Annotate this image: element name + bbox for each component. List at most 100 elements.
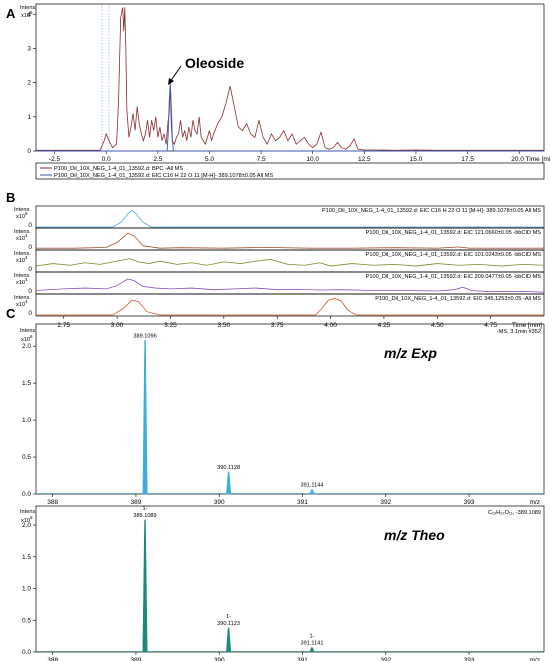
- panel-b-intens-label: Intens.: [14, 295, 31, 301]
- panel-c2-corner-label: C₁₆H₂₂O₁₁, -389.1089: [488, 510, 541, 516]
- panel-a-x-ticks: -2.5 0.0 2.5 5.0 7.5 10.0 12.5 15.0 17.5 20.0 Tim…: [49, 151, 550, 163]
- spectrum-peak-label: 390.1128: [217, 465, 240, 471]
- panel-b-eic-stack: Intens.x1060P100_Dil_10X_NEG_1-4_01_1359…: [14, 205, 545, 329]
- panel-a-y-tick-label: 1: [27, 114, 31, 121]
- panel-c1-intens-label: Intens.: [20, 328, 37, 334]
- panel-b-trace-line: [36, 298, 544, 316]
- spectrum-x-tick-label: 388: [47, 657, 58, 661]
- panel-b-x-ticks: 2.75 3.00 3.25 3.50 3.75 4.00 4.25 4.50 4.75 Time…: [57, 316, 542, 329]
- panel-a-x-tick-label: 17.5: [461, 156, 474, 163]
- panel-b-trace-line: [36, 232, 544, 249]
- panel-a-x-tick-label: 5.0: [205, 156, 214, 163]
- spectrum-peak: [226, 627, 232, 653]
- panel-a-intens-label: Intens.: [20, 5, 37, 11]
- panel-b-y-tick-label: 0: [28, 310, 32, 317]
- panel-b-trace-line: [35, 258, 545, 267]
- panel-b-y-multiplier: x104: [16, 277, 28, 286]
- panel-b-intens-label: Intens.: [14, 207, 31, 213]
- panel-c2-title: m/z Theo: [384, 527, 445, 543]
- oleoside-arrow-line: [169, 65, 182, 83]
- panel-b-y-tick-label: 0: [28, 222, 32, 229]
- panel-a-y-ticks: 0 1 2 3 4: [27, 11, 36, 155]
- spectrum-peak: [309, 489, 315, 495]
- panel-b-traces: Intens.x1060P100_Dil_10X_NEG_1-4_01_1359…: [14, 205, 545, 317]
- spectrum-peak: [309, 647, 315, 653]
- spectrum-peak-charge: 1-: [226, 614, 231, 620]
- panel-a-x-tick-label: 10.0: [306, 156, 319, 163]
- legend-entry-bpc: P100_Dil_10X_NEG_1-4_01_13592.d: BPC -Al…: [54, 166, 183, 172]
- panel-a-series-eic: [36, 82, 544, 152]
- panel-b-x-tick-label: 3.00: [111, 322, 124, 329]
- panel-b-intens-label: Intens.: [14, 273, 31, 279]
- panel-b-x-tick-label: 3.50: [218, 322, 231, 329]
- panel-a-x-axis-label: 20.0 Time [min]: [511, 156, 550, 163]
- spectrum-y-tick-label: 2.0: [22, 343, 31, 350]
- panel-b-intens-label: Intens.: [14, 229, 31, 235]
- spectrum-y-tick-label: 0.0: [22, 649, 31, 656]
- panel-b-trace-label: P100_Dil_10X_NEG_1-4_01_13592.d: EIC 209…: [366, 274, 542, 280]
- panel-b-y-multiplier: x104: [16, 255, 28, 264]
- panel-b-y-tick-label: 0: [28, 244, 32, 251]
- panel-a-chromatogram: Intens. x106 0 1 2 3 4 -2.5 0.0 2.5 5.0 7.5 10.0 1…: [20, 3, 550, 180]
- spectrum-x-tick-label: 389: [131, 657, 142, 661]
- spectrum-peak-label: 389.1096: [133, 333, 156, 339]
- panel-a-x-tick-label: 2.5: [153, 156, 162, 163]
- panel-b-x-tick-label: 3.75: [271, 322, 284, 329]
- panel-b-y-tick-label: 0: [28, 288, 32, 295]
- panel-a-x-tick-label: 12.5: [358, 156, 371, 163]
- panel-c2-intens-label: Intens.: [20, 509, 37, 515]
- panel-c1-title: m/z Exp: [384, 345, 437, 361]
- panel-c1-y-ticks: 0.0 0.5 1.0 1.5 2.0: [22, 343, 36, 498]
- panel-c-theoretical-spectrum: Intens. x106 C₁₆H₂₂O₁₁, -389.1089 m/z Th…: [20, 505, 545, 661]
- panel-b-x-axis-label: Time [min]: [512, 322, 542, 329]
- panel-c1-corner-label: -MS, 3.1min #352: [497, 329, 541, 335]
- panel-b-y-multiplier: x104: [16, 299, 28, 308]
- spectrum-x-tick-label: 392: [380, 657, 391, 661]
- panel-a-y-tick-label: 3: [27, 45, 31, 52]
- spectrum-x-tick-label: 393: [464, 499, 475, 506]
- spectrum-x-tick-label: 391: [297, 499, 308, 506]
- spectrum-x-tick-label: 392: [380, 499, 391, 506]
- oleoside-arrow-head: [168, 78, 174, 85]
- panel-b-y-multiplier: x104: [16, 233, 28, 242]
- panel-a-series-bpc: [36, 7, 544, 151]
- spectrum-y-tick-label: 0.5: [22, 454, 31, 461]
- panel-b-intens-label: Intens.: [14, 251, 31, 257]
- panel-b-y-tick-label: 0: [28, 266, 32, 273]
- panel-a-y-tick-label: 4: [27, 11, 31, 18]
- panel-c1-y-multiplier: x106: [21, 334, 33, 343]
- panel-c2-plot-frame: [35, 505, 545, 653]
- panel-a-x-tick-label: 0.0: [102, 156, 111, 163]
- spectrum-x-axis-label: m/z: [530, 499, 540, 506]
- spectrum-y-tick-label: 1.5: [22, 554, 31, 561]
- spectrum-peak-charge: 1-: [143, 506, 148, 512]
- panel-label-c: C: [6, 306, 16, 321]
- spectrum-x-tick-label: 393: [464, 657, 475, 661]
- spectrum-x-tick-label: 390: [214, 499, 225, 506]
- panel-c-experimental-spectrum: Intens. x106 -MS, 3.1min #352 m/z Exp 0.…: [20, 323, 545, 506]
- spectrum-peak: [226, 471, 232, 495]
- spectrum-y-tick-label: 0.5: [22, 617, 31, 624]
- panel-b-x-tick-label: 3.25: [164, 322, 177, 329]
- panel-b-trace-label: P100_Dil_10X_NEG_1-4_01_13592.d: EIC 345…: [375, 296, 541, 302]
- panel-c1-plot-frame: [35, 323, 545, 495]
- panel-label-b: B: [6, 190, 15, 205]
- spectrum-peak-charge: 1-: [310, 634, 315, 640]
- panel-b-x-tick-label: 4.50: [431, 322, 444, 329]
- spectrum-y-tick-label: 1.0: [22, 586, 31, 593]
- panel-b-x-tick-label: 4.00: [324, 322, 337, 329]
- spectrum-peak-label: 391.1141: [301, 641, 324, 647]
- panel-b-trace-line: [36, 209, 544, 228]
- spectrum-peak-label: 390.1123: [217, 621, 240, 627]
- panel-a-y-tick-label: 0: [27, 148, 31, 155]
- panel-a-legend: [35, 162, 545, 180]
- spectrum-x-axis-label: m/z: [530, 657, 540, 661]
- panel-b-x-tick-label: 2.75: [57, 322, 70, 329]
- panel-c2-y-multiplier: x106: [21, 515, 33, 524]
- spectrum-peak-label: 389.1089: [133, 513, 156, 519]
- panel-b-trace-line: [35, 278, 545, 293]
- panel-c1-peaks: 389.1096 390.1128 391.1144: [36, 333, 544, 495]
- panel-b-x-tick-label: 4.25: [378, 322, 391, 329]
